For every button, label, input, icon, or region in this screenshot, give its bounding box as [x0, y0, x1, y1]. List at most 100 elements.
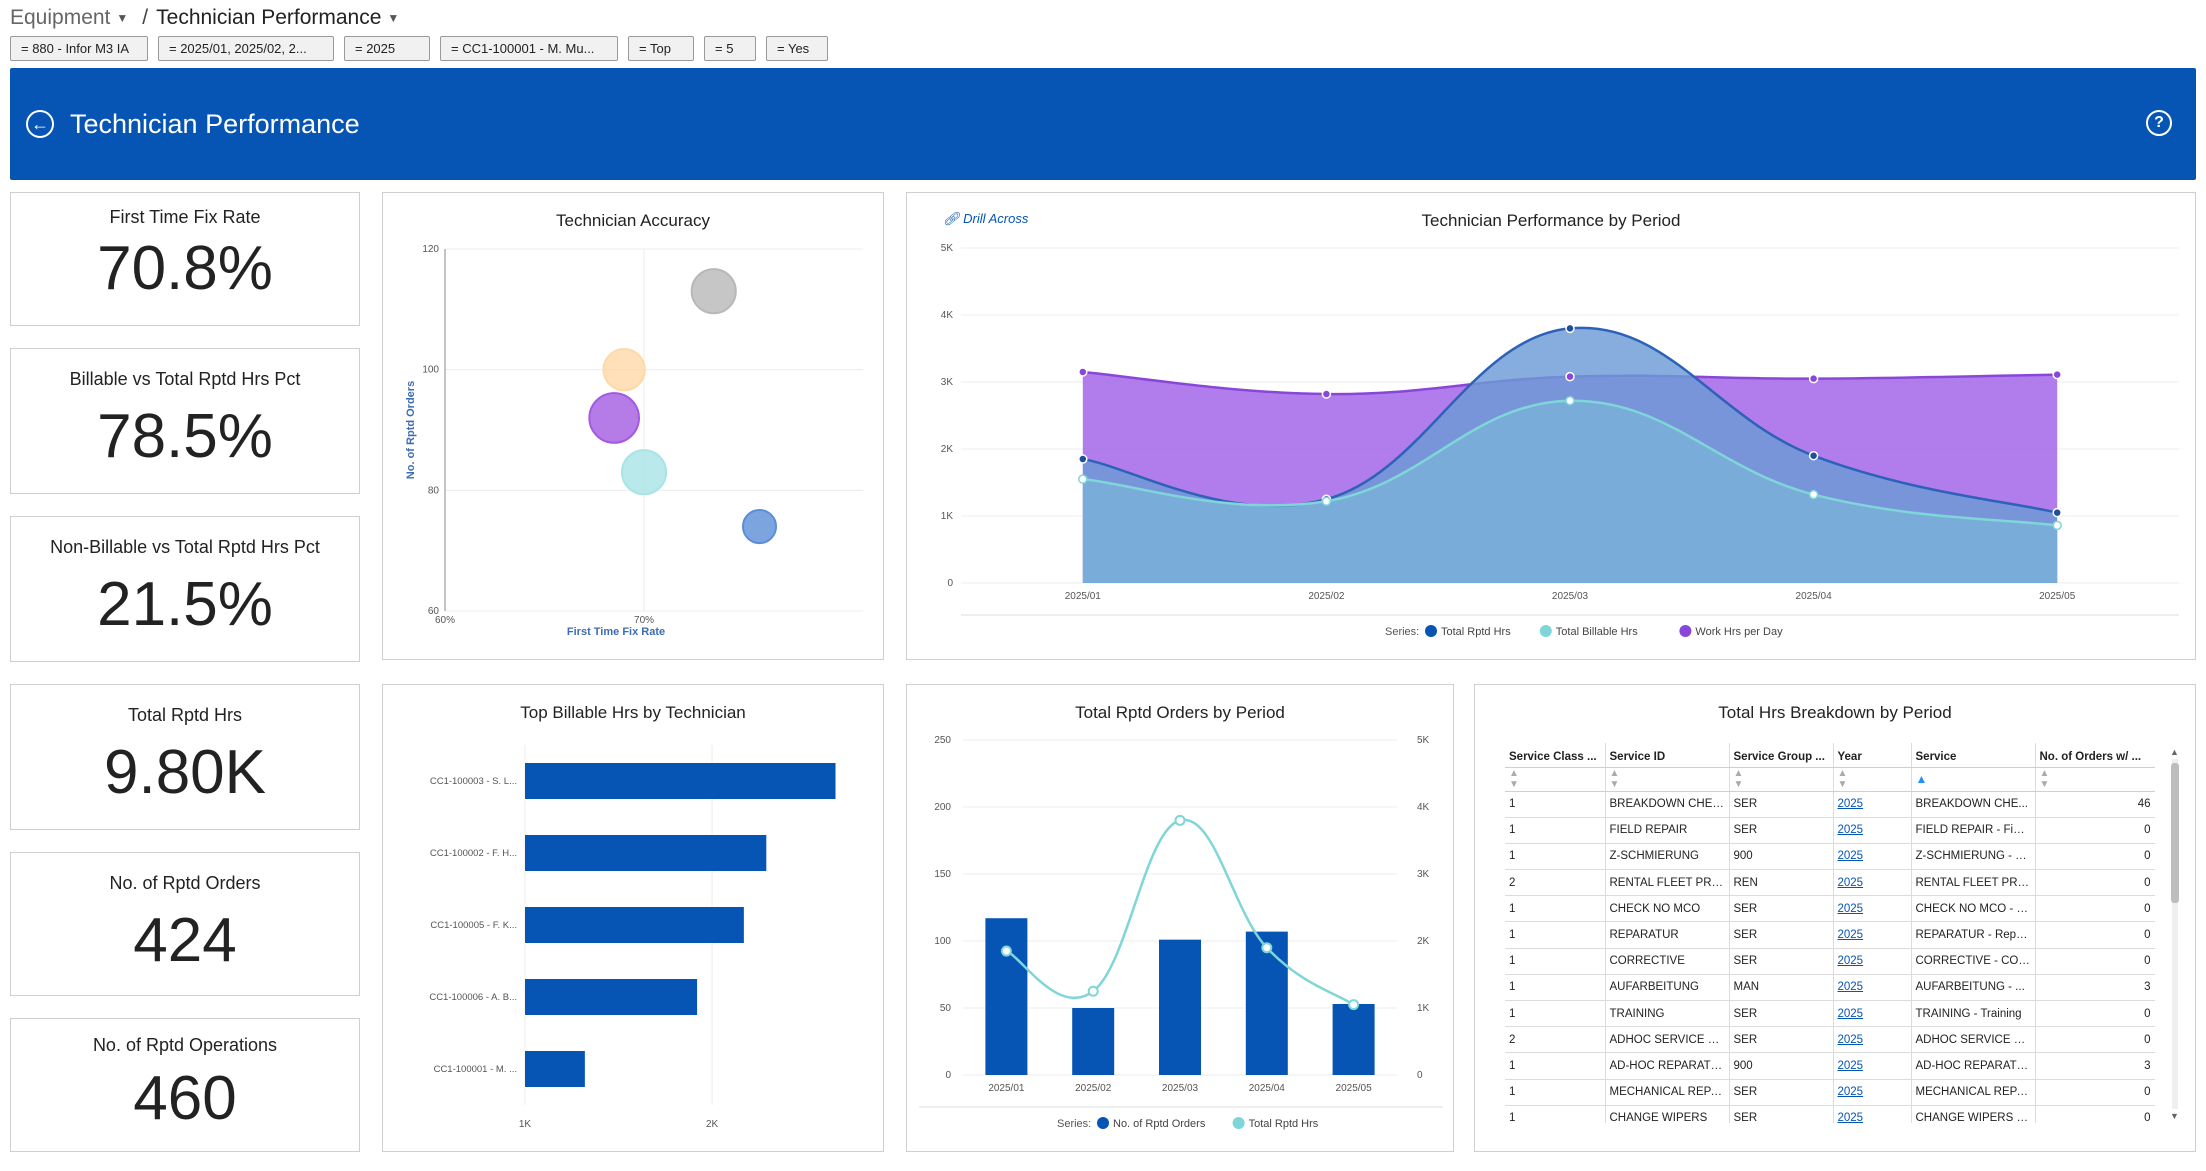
table-cell[interactable]: 2025	[1833, 791, 1912, 818]
table-row[interactable]: 2 RENTAL FLEET PREP REN 2025 RENTAL FLEET PR…	[1505, 869, 2155, 897]
kpi-label: Total Rptd Hrs	[127, 705, 243, 725]
table-cell: 0	[2035, 843, 2155, 871]
chevron-down-icon[interactable]: ▼	[387, 11, 400, 25]
y-tick-label-right: 2K	[1417, 936, 1430, 947]
y-tick-label-left: 150	[934, 869, 951, 880]
table-row[interactable]: 1 CHECK NO MCO SER 2025 CHECK NO MCO - v... 0	[1505, 895, 2155, 923]
table-cell[interactable]: 2025	[1833, 1026, 1912, 1054]
data-point	[1808, 489, 1819, 500]
y-tick-label-right: 3K	[1417, 869, 1430, 880]
kpi-value: 78.5%	[97, 402, 273, 471]
x-tick-label: 2025/03	[1552, 591, 1589, 602]
table-cell: FIELD REPAIR - Fiel...	[1911, 817, 2036, 844]
table-cell[interactable]: 2025	[1833, 974, 1912, 1002]
sort-icon[interactable]: ▲ ▼	[1605, 767, 1730, 792]
table-cell[interactable]: 2025	[1833, 1000, 1912, 1028]
sort-icon[interactable]: ▲ ▼	[1833, 767, 1912, 792]
scatter-bubble	[602, 347, 646, 392]
back-arrow-icon[interactable]: ←	[26, 110, 54, 138]
kpi-card-billable-pct[interactable]: Billable vs Total Rptd Hrs Pct 78.5%	[10, 348, 360, 494]
y-tick-label: 120	[422, 244, 439, 255]
y-tick-label-left: 100	[934, 936, 951, 947]
table-cell[interactable]: 2025	[1833, 1052, 1912, 1080]
column-header[interactable]: Service Class ...	[1505, 743, 1606, 768]
table-row[interactable]: 1 CHANGE WIPERS SER 2025 CHANGE WIPERS - ...…	[1505, 1105, 2155, 1123]
sort-icon[interactable]: ▲ ▼	[1505, 767, 1606, 792]
y-tick-label: 2K	[941, 444, 954, 455]
column-header[interactable]: No. of Orders w/ ...	[2035, 743, 2155, 768]
scroll-down-icon[interactable]: ▼	[2170, 1111, 2179, 1121]
table-cell[interactable]: 2025	[1833, 843, 1912, 871]
scrollbar-thumb[interactable]	[2171, 763, 2179, 903]
table-cell[interactable]: 2025	[1833, 895, 1912, 923]
kpi-card-operations[interactable]: No. of Rptd Operations 460	[10, 1018, 360, 1152]
x-tick-label: 2K	[706, 1119, 719, 1130]
table-cell: 3	[2035, 974, 2155, 1002]
sort-icon[interactable]: ▲ ▼	[1729, 767, 1834, 792]
breadcrumb-current[interactable]: Technician Performance	[156, 6, 382, 29]
y-tick-label: 5K	[941, 243, 954, 254]
table-cell: 1	[1505, 791, 1606, 818]
filter-bar: = 880 - Infor M3 IA = 2025/01, 2025/02, …	[10, 36, 828, 61]
kpi-card-nonbillable-pct[interactable]: Non-Billable vs Total Rptd Hrs Pct 21.5%	[10, 516, 360, 662]
filter-chip-flag[interactable]: = Yes	[766, 36, 828, 61]
table-cell[interactable]: 2025	[1833, 1079, 1912, 1106]
x-tick-label: 2025/02	[1308, 591, 1345, 602]
scatter-bubble	[741, 508, 778, 545]
kpi-card-first-time-fix[interactable]: First Time Fix Rate 70.8%	[10, 192, 360, 326]
drill-across-link[interactable]: 🔗︎ Drill Across	[943, 211, 1028, 227]
x-tick-label: 2025/04	[1796, 591, 1833, 602]
table-row[interactable]: 2 ADHOC SERVICE MH SER 2025 ADHOC SERVICE M.…	[1505, 1026, 2155, 1054]
y-tick-label: 1K	[941, 511, 954, 522]
table-row[interactable]: 1 BREAKDOWN CHECK SER 2025 BREAKDOWN CHE... 4…	[1505, 791, 2155, 818]
y-tick-label-left: 50	[940, 1003, 952, 1014]
help-icon[interactable]: ?	[2146, 110, 2172, 136]
filter-chip-top[interactable]: = Top	[628, 36, 694, 61]
y-tick-label: 60	[428, 606, 440, 617]
x-tick-label: 2025/03	[1162, 1083, 1199, 1094]
column-header[interactable]: Service	[1911, 743, 2036, 768]
table-scrollbar[interactable]: ▲ ▼	[2170, 747, 2179, 1121]
table-row[interactable]: 1 REPARATUR SER 2025 REPARATUR - Repar... 0	[1505, 921, 2155, 949]
table-cell[interactable]: 2025	[1833, 948, 1912, 975]
table-cell: CORRECTIVE - COR...	[1911, 948, 2036, 975]
kpi-card-total-hrs[interactable]: Total Rptd Hrs 9.80K	[10, 684, 360, 830]
data-point	[2052, 507, 2062, 518]
table-row[interactable]: 1 MECHANICAL REPA... SER 2025 MECHANICAL REP…	[1505, 1079, 2155, 1106]
table-cell: CHECK NO MCO	[1605, 895, 1730, 923]
y-tick-label-right: 1K	[1417, 1003, 1430, 1014]
table-row[interactable]: 1 CORRECTIVE SER 2025 CORRECTIVE - COR... 0	[1505, 948, 2155, 975]
filter-chip-count[interactable]: = 5	[704, 36, 756, 61]
panel-technician-accuracy: Technician Accuracy 60 80 100 120 60% 70% Firs…	[382, 192, 884, 660]
table-cell[interactable]: 2025	[1833, 869, 1912, 897]
table-cell[interactable]: 2025	[1833, 817, 1912, 844]
filter-chip-year[interactable]: = 2025	[344, 36, 430, 61]
bar	[525, 979, 698, 1015]
filter-chip-technician[interactable]: = CC1-100001 - M. Mu...	[440, 36, 618, 61]
data-point	[1078, 454, 1088, 464]
column-header[interactable]: Service ID	[1605, 743, 1730, 768]
table-row[interactable]: 1 TRAINING SER 2025 TRAINING - Training 0	[1505, 1000, 2155, 1028]
x-tick-label: 2025/05	[1336, 1083, 1373, 1094]
column-header[interactable]: Service Group ...	[1729, 743, 1834, 768]
kpi-card-orders[interactable]: No. of Rptd Orders 424	[10, 852, 360, 996]
area-chart: 0 1K 2K 3K 4K 5K 2025/01 2025/02 2025/03 2025/04 2…	[941, 243, 2179, 638]
breadcrumb-parent[interactable]: Equipment	[10, 6, 111, 29]
table-cell[interactable]: 2025	[1833, 1105, 1912, 1123]
legend-label: Total Rptd Hrs	[1441, 626, 1511, 638]
column-header[interactable]: Year	[1833, 743, 1912, 768]
panel-title: Top Billable Hrs by Technician	[520, 703, 746, 722]
table-row[interactable]: 1 Z-SCHMIERUNG 900 2025 Z-SCHMIERUNG - Z... 0	[1505, 843, 2155, 871]
table-row[interactable]: 1 AUFARBEITUNG MAN 2025 AUFARBEITUNG - ... 3	[1505, 974, 2155, 1002]
table-cell: SER	[1729, 948, 1834, 975]
page-banner: ← Technician Performance ?	[10, 68, 2196, 180]
sort-ascending-icon[interactable]: ▲	[1911, 767, 2036, 792]
filter-chip-tenant[interactable]: = 880 - Infor M3 IA	[10, 36, 148, 61]
scroll-up-icon[interactable]: ▲	[2170, 747, 2179, 757]
chevron-down-icon[interactable]: ▼	[116, 11, 129, 25]
filter-chip-period[interactable]: = 2025/01, 2025/02, 2...	[158, 36, 334, 61]
table-row[interactable]: 1 AD-HOC REPARATUR 900 2025 AD-HOC REPARATU.…	[1505, 1052, 2155, 1080]
table-cell[interactable]: 2025	[1833, 921, 1912, 949]
sort-icon[interactable]: ▲ ▼	[2035, 767, 2155, 792]
table-row[interactable]: 1 FIELD REPAIR SER 2025 FIELD REPAIR - Fiel.…	[1505, 817, 2155, 844]
